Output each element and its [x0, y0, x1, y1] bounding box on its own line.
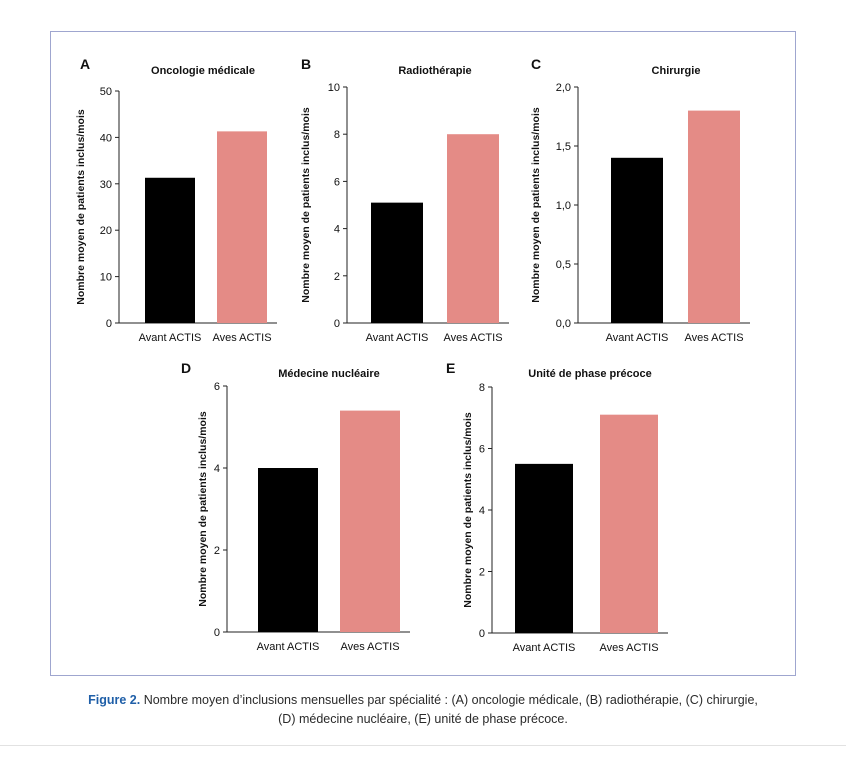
y-tick-label: 4 — [334, 224, 340, 236]
x-category-label: Avant ACTIS — [606, 332, 669, 344]
bar-avant-actis — [371, 202, 423, 323]
y-tick-label: 0 — [106, 318, 112, 330]
bar-aves-actis — [340, 410, 400, 632]
panel-letter: A — [80, 56, 90, 72]
figure-frame — [50, 31, 796, 676]
bar-avant-actis — [611, 157, 663, 323]
x-category-label: Avant ACTIS — [139, 332, 202, 344]
panel-letter: B — [301, 56, 311, 72]
chart-title: Unité de phase précoce — [528, 368, 652, 380]
figure-caption: Figure 2. Nombre moyen d’inclusions mens… — [20, 691, 826, 729]
bar-aves-actis — [447, 134, 499, 323]
x-category-label: Avant ACTIS — [513, 642, 576, 654]
y-tick-label: 20 — [100, 225, 112, 237]
bar-avant-actis — [515, 463, 573, 633]
y-tick-label: 4 — [479, 505, 485, 517]
y-tick-label: 30 — [100, 179, 112, 191]
y-tick-label: 2 — [479, 567, 485, 579]
chart-panel-d: D Médecine nucléaire Nombre moyen de patie… — [181, 360, 410, 653]
y-tick-label: 2 — [214, 545, 220, 557]
caption-figure-label: Figure 2. — [88, 693, 141, 707]
y-tick-label: 0 — [214, 627, 220, 639]
x-category-label: Aves ACTIS — [212, 332, 271, 344]
bar-aves-actis — [217, 131, 267, 323]
caption-line-2: (D) médecine nucléaire, (E) unité de pha… — [278, 712, 568, 726]
chart-panel-e: E Unité de phase précoce Nombre moyen de p… — [446, 360, 668, 654]
y-tick-label: 40 — [100, 132, 112, 144]
y-tick-label: 6 — [334, 176, 340, 188]
x-category-label: Aves ACTIS — [340, 641, 399, 653]
y-tick-label: 6 — [479, 444, 485, 456]
y-tick-label: 6 — [214, 381, 220, 393]
y-tick-label: 1,5 — [556, 141, 571, 153]
chart-panel-c: C Chirurgie Nombre moyen de patients inclu… — [530, 56, 750, 344]
x-category-label: Aves ACTIS — [684, 332, 743, 344]
y-tick-label: 10 — [328, 82, 340, 94]
y-tick-label: 8 — [334, 129, 340, 141]
y-tick-label: 50 — [100, 86, 112, 98]
bar-aves-actis — [600, 414, 658, 633]
y-axis-label: Nombre moyen de patients inclus/mois — [197, 411, 209, 607]
y-tick-label: 4 — [214, 463, 220, 475]
x-category-label: Aves ACTIS — [599, 642, 658, 654]
bar-aves-actis — [688, 110, 740, 323]
y-axis-label: Nombre moyen de patients inclus/mois — [300, 107, 312, 303]
chart-title: Chirurgie — [652, 65, 701, 77]
y-tick-label: 10 — [100, 272, 112, 284]
y-tick-label: 2,0 — [556, 82, 571, 94]
chart-title: Oncologie médicale — [151, 65, 255, 77]
x-category-label: Avant ACTIS — [366, 332, 429, 344]
y-tick-label: 0 — [479, 628, 485, 640]
panel-letter: D — [181, 360, 191, 376]
bottom-divider — [0, 745, 846, 746]
y-axis-label: Nombre moyen de patients inclus/mois — [530, 107, 542, 303]
chart-title: Radiothérapie — [398, 65, 471, 77]
y-tick-label: 0 — [334, 318, 340, 330]
x-category-label: Avant ACTIS — [257, 641, 320, 653]
y-tick-label: 8 — [479, 382, 485, 394]
caption-line-1: Nombre moyen d’inclusions mensuelles par… — [143, 693, 758, 707]
chart-panel-a: A Oncologie médicale Nombre moyen de patie… — [75, 56, 277, 344]
y-tick-label: 2 — [334, 271, 340, 283]
panel-letter: C — [531, 56, 541, 72]
y-axis-label: Nombre moyen de patients inclus/mois — [75, 109, 87, 305]
panel-letter: E — [446, 360, 455, 376]
x-category-label: Aves ACTIS — [443, 332, 502, 344]
y-tick-label: 1,0 — [556, 200, 571, 212]
y-tick-label: 0,0 — [556, 318, 571, 330]
bar-avant-actis — [258, 468, 318, 632]
y-tick-label: 0,5 — [556, 259, 571, 271]
chart-panel-b: B Radiothérapie Nombre moyen de patients i… — [300, 56, 509, 344]
y-axis-label: Nombre moyen de patients inclus/mois — [462, 412, 474, 608]
chart-title: Médecine nucléaire — [278, 368, 380, 380]
bar-avant-actis — [145, 177, 195, 323]
